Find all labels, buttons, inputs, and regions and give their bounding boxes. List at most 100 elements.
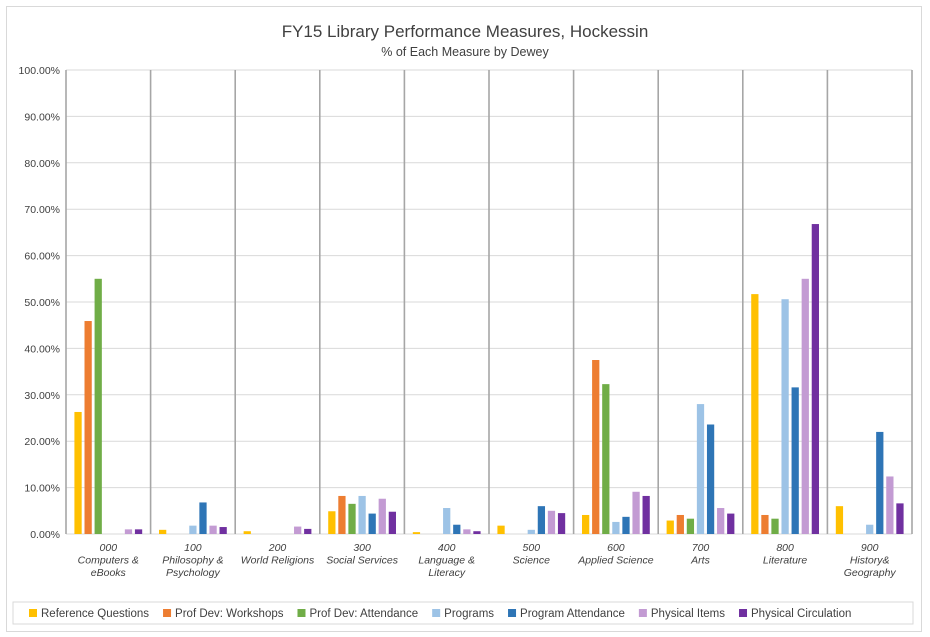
chart-subtitle: % of Each Measure by Dewey — [381, 45, 549, 59]
legend-entry[interactable]: Reference Questions — [41, 608, 149, 620]
x-tick-label: Applied Science — [577, 555, 653, 567]
bar[interactable] — [676, 514, 684, 534]
legend-entry[interactable]: Physical Circulation — [751, 608, 851, 620]
bars-layer — [74, 224, 904, 534]
bar[interactable] — [866, 524, 874, 534]
bar[interactable] — [134, 529, 143, 534]
bar[interactable] — [473, 531, 481, 534]
bar[interactable] — [358, 495, 366, 534]
y-tick-label: 30.00% — [24, 390, 60, 402]
bar[interactable] — [592, 360, 600, 534]
bar[interactable] — [209, 525, 217, 534]
bar[interactable] — [304, 528, 312, 534]
bar[interactable] — [453, 524, 461, 534]
legend-swatch — [29, 609, 37, 617]
bar[interactable] — [706, 424, 715, 534]
legend-entry[interactable]: Prof Dev: Attendance — [309, 608, 418, 620]
x-tick-label: 700 — [692, 542, 710, 554]
bar[interactable] — [463, 529, 471, 534]
bar[interactable] — [412, 532, 421, 534]
bar[interactable] — [582, 514, 590, 534]
bar[interactable] — [338, 495, 346, 534]
bar[interactable] — [602, 384, 610, 534]
chart-frame: FY15 Library Performance Measures, Hocke… — [6, 6, 922, 632]
bar[interactable] — [781, 299, 789, 534]
bar[interactable] — [294, 526, 302, 534]
bar[interactable] — [527, 529, 535, 534]
legend-entry[interactable]: Program Attendance — [520, 608, 625, 620]
y-tick-label: 40.00% — [24, 343, 60, 355]
bar[interactable] — [896, 503, 904, 534]
legend-swatch — [297, 609, 306, 617]
legend-swatch — [739, 609, 748, 617]
bar[interactable] — [811, 224, 819, 534]
bar[interactable] — [443, 508, 451, 534]
legend: Reference Questions Prof Dev: Workshops Pr… — [12, 601, 914, 625]
x-tick-label: World Religions — [241, 555, 315, 567]
x-tick-label: 400 — [438, 542, 456, 554]
bar[interactable] — [612, 521, 620, 534]
legend-swatch — [163, 609, 172, 617]
bar[interactable] — [696, 404, 705, 534]
bar[interactable] — [74, 411, 82, 534]
y-tick-label: 80.00% — [24, 158, 60, 170]
x-tick-label: Arts — [690, 555, 710, 567]
y-tick-label: 70.00% — [24, 204, 60, 216]
legend-entry[interactable]: Prof Dev: Workshops — [175, 608, 284, 620]
legend-entry[interactable]: Programs — [444, 608, 494, 620]
bar[interactable] — [159, 529, 167, 534]
bar[interactable] — [727, 513, 735, 534]
bar[interactable] — [378, 498, 386, 534]
y-tick-label: 60.00% — [24, 251, 60, 263]
bar[interactable] — [94, 278, 102, 534]
bar[interactable] — [219, 527, 227, 534]
bar[interactable] — [557, 513, 566, 534]
x-tick-label: 900 — [861, 542, 879, 554]
bar[interactable] — [771, 518, 779, 534]
bar[interactable] — [791, 387, 799, 534]
bar[interactable] — [497, 525, 505, 534]
bar[interactable] — [537, 506, 546, 534]
x-tick-label: 800 — [776, 542, 794, 554]
bar[interactable] — [388, 511, 396, 534]
legend-entry[interactable]: Physical Items — [651, 608, 725, 620]
bar[interactable] — [243, 531, 251, 534]
bar[interactable] — [876, 431, 884, 534]
y-tick-label: 90.00% — [24, 111, 60, 123]
chart-svg: FY15 Library Performance Measures, Hocke… — [12, 22, 914, 625]
bar[interactable] — [84, 321, 92, 534]
legend-swatch — [508, 609, 517, 617]
bar[interactable] — [368, 513, 376, 534]
bar[interactable] — [622, 516, 630, 534]
x-tick-label: Philosophy & — [162, 555, 223, 567]
bar[interactable] — [632, 491, 640, 534]
bar[interactable] — [801, 278, 809, 534]
bar[interactable] — [751, 294, 759, 534]
bar[interactable] — [124, 529, 133, 534]
bar[interactable] — [328, 511, 336, 534]
x-tick-label: Literacy — [428, 567, 466, 579]
bar[interactable] — [189, 525, 197, 534]
chart-title: FY15 Library Performance Measures, Hocke… — [282, 22, 649, 41]
legend-box — [12, 601, 914, 625]
grid-layer: 0.00% 10.00% 20.00% 30.00% 40.00% 50.00% 60.00… — [19, 65, 913, 541]
x-tick-label: 500 — [523, 542, 541, 554]
bar[interactable] — [835, 506, 844, 534]
bar[interactable] — [348, 503, 356, 534]
bar[interactable] — [761, 514, 769, 534]
bar[interactable] — [642, 495, 650, 534]
y-tick-label: 0.00% — [30, 529, 60, 541]
x-tick-label: 200 — [268, 542, 287, 554]
x-tick-label: Geography — [844, 567, 897, 579]
y-tick-label: 50.00% — [24, 297, 60, 309]
x-tick-label: Computers & — [78, 555, 139, 567]
bar[interactable] — [547, 510, 556, 534]
bar[interactable] — [686, 518, 695, 534]
y-tick-label: 10.00% — [24, 483, 60, 495]
bar[interactable] — [199, 502, 207, 534]
bar[interactable] — [886, 476, 894, 534]
bar[interactable] — [717, 508, 725, 534]
legend-swatch — [638, 609, 647, 617]
bar[interactable] — [666, 520, 674, 534]
